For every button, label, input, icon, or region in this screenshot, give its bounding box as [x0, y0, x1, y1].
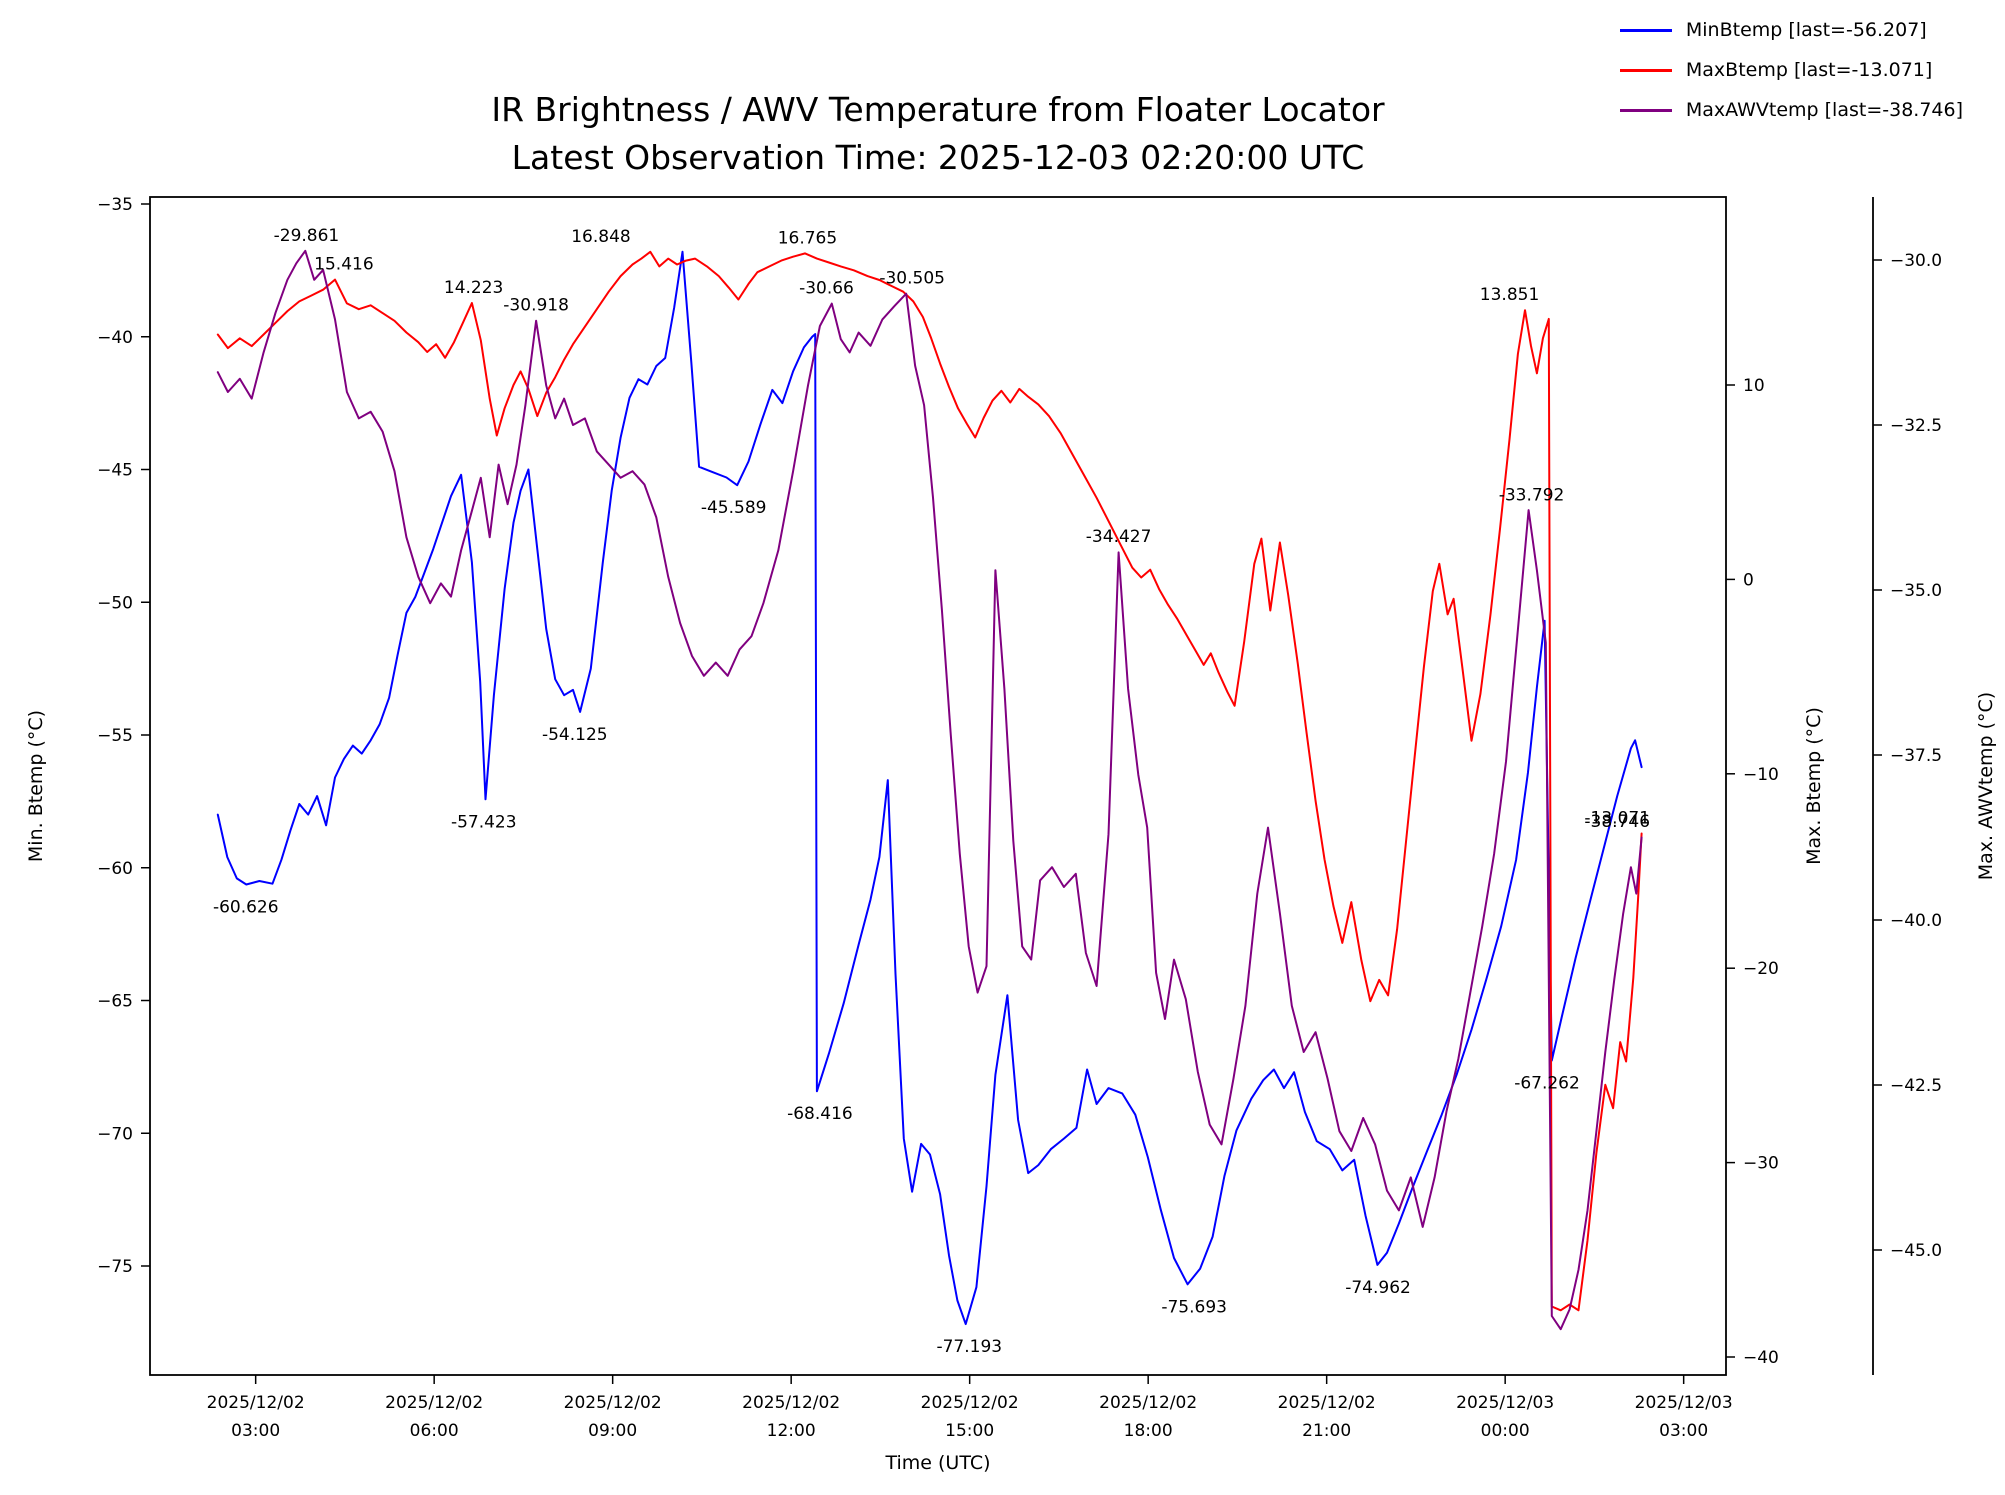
legend-entry-minbtemp: MinBtemp [last=-56.207]	[1619, 18, 1963, 42]
chart-legend: MinBtemp [last=-56.207] MaxBtemp [last=-…	[1619, 18, 1963, 122]
maxawvtemp-line-swatch-icon	[1619, 108, 1672, 112]
legend-entry-maxawvtemp: MaxAWVtemp [last=-38.746]	[1619, 98, 1963, 122]
right-axis-btemp-ticks: 10 0 −10 −20 −30 −40	[1726, 376, 1779, 1368]
legend-label-maxbtemp: MaxBtemp [last=-13.071]	[1685, 59, 1933, 81]
svg-text:−30.0: −30.0	[1890, 251, 1942, 271]
point-annotations: -60.626 -57.423 -54.125 -45.589 -68.416 -77.1…	[213, 226, 1650, 1357]
svg-text:−60: −60	[97, 859, 133, 879]
annotation-16.765: 16.765	[778, 228, 837, 248]
annotation--13.071: -13.071	[1584, 809, 1650, 829]
annotation--29.861: -29.861	[274, 226, 340, 246]
svg-text:−45.0: −45.0	[1890, 1241, 1942, 1261]
svg-text:2025/12/02: 2025/12/02	[1099, 1393, 1197, 1413]
svg-text:−45: −45	[97, 461, 133, 481]
svg-text:12:00: 12:00	[767, 1421, 816, 1441]
annotation--60.626: -60.626	[213, 897, 279, 917]
annotation-15.416: 15.416	[314, 255, 373, 275]
svg-text:−50: −50	[97, 593, 133, 613]
svg-text:−20: −20	[1743, 959, 1779, 979]
svg-text:−40: −40	[97, 328, 133, 348]
annotation-16.848: 16.848	[571, 227, 630, 247]
svg-text:−40: −40	[1743, 1348, 1779, 1368]
annotation--33.792: -33.792	[1499, 485, 1565, 505]
right-axis-label-awvtemp: Max. AWVtemp (°C)	[1975, 691, 1997, 881]
svg-text:18:00: 18:00	[1124, 1421, 1173, 1441]
annotation--34.427: -34.427	[1086, 527, 1152, 547]
annotation--38.746: -38.746	[1584, 812, 1650, 832]
annotation--57.423: -57.423	[451, 812, 517, 832]
svg-text:09:00: 09:00	[588, 1421, 637, 1441]
svg-text:2025/12/02: 2025/12/02	[921, 1393, 1019, 1413]
maxbtemp-line-swatch-icon	[1619, 68, 1672, 72]
svg-text:2025/12/02: 2025/12/02	[742, 1393, 840, 1413]
svg-text:−42.5: −42.5	[1890, 1076, 1942, 1096]
svg-text:−35: −35	[97, 195, 133, 215]
svg-text:2025/12/02: 2025/12/02	[207, 1393, 305, 1413]
legend-label-minbtemp: MinBtemp [last=-56.207]	[1685, 19, 1927, 41]
svg-text:00:00: 00:00	[1481, 1421, 1530, 1441]
svg-text:−32.5: −32.5	[1890, 416, 1942, 436]
legend-label-maxawvtemp: MaxAWVtemp [last=-38.746]	[1685, 99, 1963, 121]
annotation--68.416: -68.416	[787, 1104, 853, 1124]
svg-text:−37.5: −37.5	[1890, 746, 1942, 766]
svg-text:−75: −75	[97, 1257, 133, 1277]
chart-title-block: IR Brightness / AWV Temperature from Flo…	[150, 86, 1726, 182]
annotation-13.851: 13.851	[1480, 285, 1539, 305]
svg-text:03:00: 03:00	[1659, 1421, 1708, 1441]
svg-text:−30: −30	[1743, 1154, 1779, 1174]
svg-text:03:00: 03:00	[231, 1421, 280, 1441]
x-axis-ticks: 2025/12/02 03:00 2025/12/02 06:00 2025/12/02…	[207, 1375, 1733, 1441]
annotation-14.223: 14.223	[444, 278, 503, 298]
legend-entry-maxbtemp: MaxBtemp [last=-13.071]	[1619, 58, 1963, 82]
svg-text:−70: −70	[97, 1124, 133, 1144]
svg-text:−55: −55	[97, 726, 133, 746]
svg-text:0: 0	[1743, 570, 1754, 590]
left-axis-ticks: −35 −40 −45 −50 −55 −60 −65 −70 −75	[97, 195, 150, 1277]
svg-text:−35.0: −35.0	[1890, 581, 1942, 601]
chart-title: IR Brightness / AWV Temperature from Flo…	[491, 90, 1385, 129]
annotation--45.589: -45.589	[701, 498, 767, 518]
annotation--77.193: -77.193	[936, 1337, 1002, 1357]
annotation--30.66: -30.66	[799, 279, 854, 299]
minbtemp-line-swatch-icon	[1619, 28, 1672, 32]
svg-text:2025/12/03: 2025/12/03	[1456, 1393, 1554, 1413]
annotation--75.693: -75.693	[1161, 1297, 1227, 1317]
right-axis-awvtemp-ticks: −30.0 −32.5 −35.0 −37.5 −40.0 −42.5 −45.0	[1873, 251, 1942, 1261]
svg-text:−65: −65	[97, 992, 133, 1012]
annotation--67.262: -67.262	[1514, 1074, 1580, 1094]
svg-text:10: 10	[1743, 376, 1765, 396]
x-axis-label: Time (UTC)	[885, 1452, 991, 1474]
series-minbtemp-line	[216, 250, 1643, 1326]
left-axis-label: Min. Btemp (°C)	[25, 709, 47, 863]
svg-text:2025/12/02: 2025/12/02	[385, 1393, 483, 1413]
series-maxbtemp-line	[216, 250, 1643, 1312]
series-maxawvtemp-line	[216, 249, 1643, 1331]
svg-text:21:00: 21:00	[1302, 1421, 1351, 1441]
svg-text:−40.0: −40.0	[1890, 911, 1942, 931]
annotation--74.962: -74.962	[1345, 1278, 1411, 1298]
svg-text:06:00: 06:00	[410, 1421, 459, 1441]
svg-text:2025/12/02: 2025/12/02	[564, 1393, 662, 1413]
plot-border	[149, 196, 1727, 1376]
right-axis-label-btemp: Max. Btemp (°C)	[1803, 707, 1825, 865]
annotation--30.918: -30.918	[503, 296, 569, 316]
annotation--54.125: -54.125	[542, 725, 608, 745]
svg-text:−10: −10	[1743, 765, 1779, 785]
chart-subtitle: Latest Observation Time: 2025-12-03 02:2…	[511, 138, 1365, 177]
svg-text:2025/12/02: 2025/12/02	[1278, 1393, 1376, 1413]
svg-text:15:00: 15:00	[945, 1421, 994, 1441]
annotation--30.505: -30.505	[879, 268, 945, 288]
svg-text:2025/12/03: 2025/12/03	[1635, 1393, 1733, 1413]
